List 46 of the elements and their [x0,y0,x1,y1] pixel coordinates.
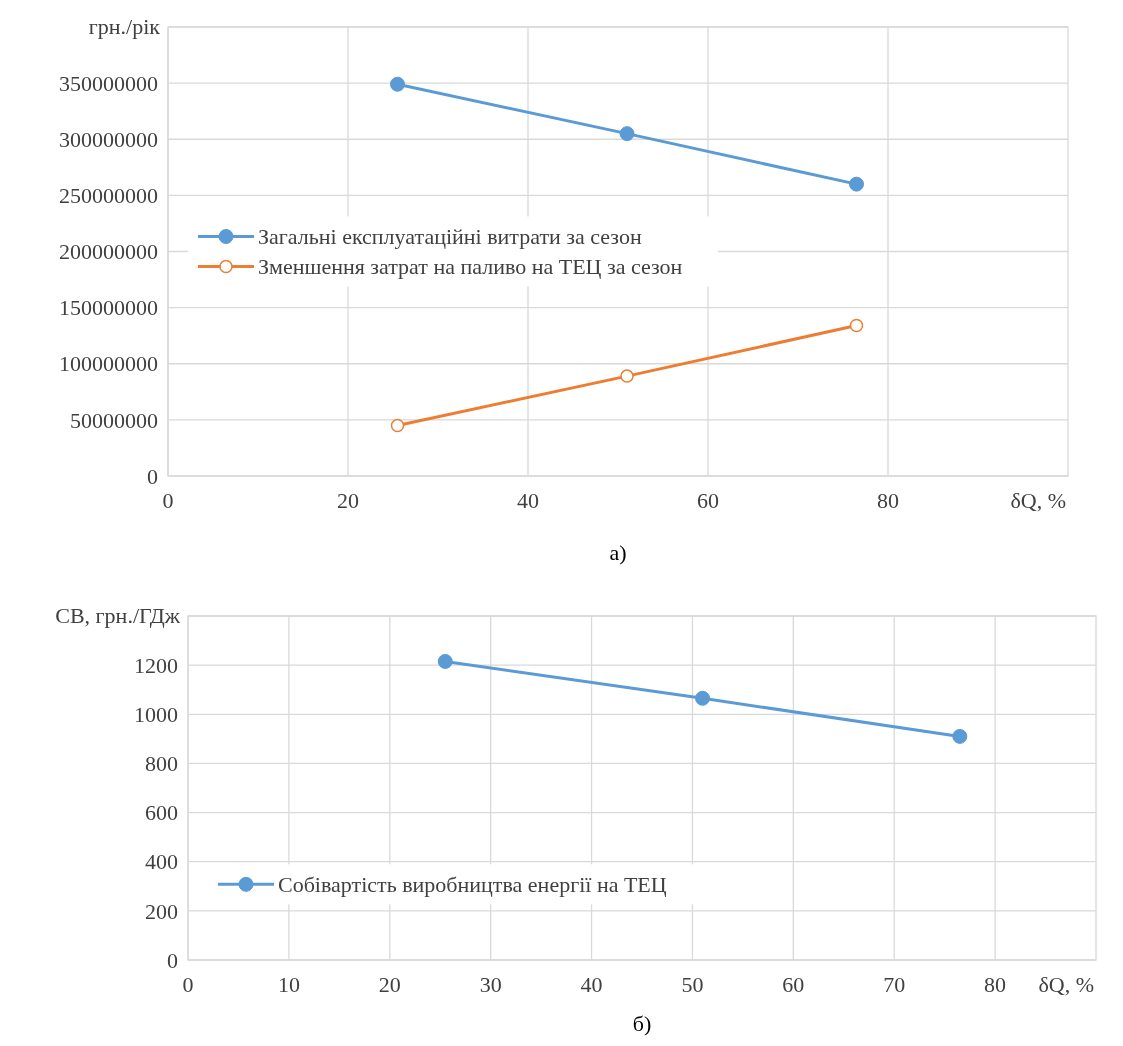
y-tick-label: 350000000 [59,70,158,96]
y-tick-label: 0 [167,947,178,973]
x-tick-label: 20 [337,488,359,513]
x-tick-label: 50 [681,972,704,997]
y-tick-label: 100000000 [59,351,158,377]
y-tick-label: 200 [145,898,178,924]
x-tick-label: 40 [580,972,603,997]
x-tick-label: 80 [877,488,899,513]
y-tick-label: 1200 [134,652,178,678]
x-axis-title: δQ, % [1010,488,1066,513]
text: а) [609,540,627,565]
x-tick-label: 60 [697,488,719,513]
point [849,176,864,192]
point [952,728,968,744]
y-tick-label: 50000000 [70,407,158,433]
y-tick-label: 250000000 [59,183,158,209]
point [620,369,634,383]
x-tick-label: 10 [277,972,300,997]
legend-label: Зменшення затрат на паливо на ТЕЦ за сезон [258,254,683,280]
y-tick-label: 150000000 [59,295,158,321]
x-axis-title: δQ, % [1038,972,1094,997]
x-tick-label: 30 [479,972,502,997]
point [849,318,864,333]
point [390,418,405,433]
x-tick-label: 0 [182,972,194,997]
y-tick-label: 400 [145,849,178,875]
legend-label: Загальні експлуатаційні витрати за сезон [258,224,642,250]
y-tick-label: 0 [147,463,158,489]
y-tick-label: 800 [145,751,178,777]
y-axis-title: грн./рік [88,14,161,39]
point [437,653,453,669]
y-tick-label: 600 [145,800,178,826]
y-tick-label: 1000 [134,701,178,727]
y-axis-title: СВ, грн./ГДж [55,603,181,628]
y-tick-label: 300000000 [59,126,158,152]
text: б) [632,1011,652,1036]
point [390,76,405,92]
y-tick-label: 200000000 [59,239,158,265]
x-tick-label: 20 [378,972,401,997]
x-tick-label: 40 [517,488,539,513]
x-tick-label: 80 [984,972,1007,997]
x-tick-label: 70 [883,972,906,997]
legend-label: Собівартість виробництва енергії на ТЕЦ [278,872,667,898]
point [619,126,635,142]
point [695,690,711,706]
x-tick-label: 60 [782,972,805,997]
